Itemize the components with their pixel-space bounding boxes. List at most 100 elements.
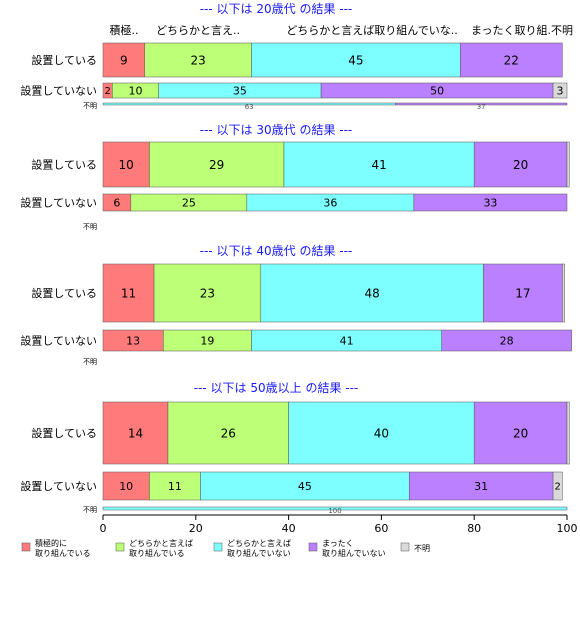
bar-value-label: 14 xyxy=(128,426,143,440)
bar-segment xyxy=(552,82,568,99)
bar-segment xyxy=(167,401,289,465)
legend-label-0: 積極的に xyxy=(35,538,67,548)
panel-title-2: --- 以下は 40歳代 の結果 --- xyxy=(200,244,353,258)
bar-value-label: 45 xyxy=(348,53,363,67)
panel-title-1: --- 以下は 30歳代 の結果 --- xyxy=(200,123,353,137)
bar-value-label: 100 xyxy=(328,507,341,515)
bar-value-label: 11 xyxy=(121,286,136,300)
bar-value-label: 10 xyxy=(119,158,134,172)
bar-value-label: 2 xyxy=(555,482,561,493)
bar-value-label: 3 xyxy=(557,84,564,97)
bar-segment xyxy=(102,263,155,323)
row-label: 不明 xyxy=(83,506,97,514)
bar-value-label: 23 xyxy=(190,53,205,67)
row-label: 設置している xyxy=(31,426,97,440)
row-label: 設置している xyxy=(31,286,97,300)
row-label: 設置していない xyxy=(20,479,97,493)
row-label: 不明 xyxy=(83,223,97,231)
bar-segment xyxy=(552,471,563,501)
bar-segment xyxy=(102,471,150,501)
bar-value-label: 23 xyxy=(200,286,215,300)
bar-segment xyxy=(473,401,568,465)
bar-value-label: 10 xyxy=(128,84,142,97)
bar-value-label: 50 xyxy=(430,84,444,97)
bar-value-label: 11 xyxy=(168,480,182,493)
column-header-3: まったく取り組.不明 xyxy=(471,24,573,37)
legend-swatch-2 xyxy=(213,542,223,552)
bar-segment xyxy=(283,141,475,188)
bar-value-label: 35 xyxy=(233,84,247,97)
bar-segment xyxy=(473,141,568,188)
bar-segment xyxy=(566,141,570,188)
legend-swatch-3 xyxy=(308,542,318,552)
bar-value-label: 19 xyxy=(200,334,214,347)
row-label: 設置している xyxy=(31,158,97,172)
bar-segment xyxy=(566,401,570,465)
legend-label-1: どちらかと言えば xyxy=(129,538,193,548)
bar-value-label: 13 xyxy=(126,334,140,347)
row-label: 設置していない xyxy=(20,84,97,98)
bar-value-label: 48 xyxy=(364,286,379,300)
legend-label-2: どちらかと言えば xyxy=(227,538,291,548)
legend-label-4: 不明 xyxy=(414,544,430,553)
bar-segment xyxy=(441,329,572,352)
bar-segment xyxy=(149,471,201,501)
panel-title-0: --- 以下は 20歳代 の結果 --- xyxy=(200,2,353,16)
bar-segment xyxy=(144,42,252,78)
row-label: 設置していない xyxy=(20,196,97,210)
column-header-1: どちらかと言え.. xyxy=(156,24,240,37)
bar-value-label: 2 xyxy=(104,86,110,97)
bar-segment xyxy=(251,42,461,78)
row-label: 不明 xyxy=(83,102,97,110)
legend-label-2: 取り組んでいない xyxy=(227,548,291,558)
bar-segment xyxy=(260,263,484,323)
bar-segment xyxy=(102,506,568,511)
bar-value-label: 41 xyxy=(340,334,354,347)
row-label: 設置していない xyxy=(20,334,97,348)
legend-label-3: 取り組んでいない xyxy=(322,548,386,558)
legend-label-1: 取り組んでいる xyxy=(129,548,185,558)
bar-segment xyxy=(102,42,146,78)
bar-segment xyxy=(200,471,410,501)
legend-label-3: まったく xyxy=(322,539,354,548)
row-label: 設置している xyxy=(31,53,97,67)
panel-title-3: --- 以下は 50歳以上 の結果 --- xyxy=(194,381,359,395)
bar-value-label: 45 xyxy=(298,480,312,493)
bar-value-label: 10 xyxy=(119,480,133,493)
bar-value-label: 33 xyxy=(483,196,497,209)
column-header-2: どちらかと言えば取り組んでいな.. xyxy=(286,24,457,37)
bar-value-label: 20 xyxy=(513,158,528,172)
bar-segment xyxy=(460,42,563,78)
bar-value-label: 17 xyxy=(515,286,530,300)
bar-value-label: 37 xyxy=(477,103,486,111)
bar-value-label: 40 xyxy=(374,426,389,440)
bar-segment xyxy=(153,263,262,323)
bar-value-label: 9 xyxy=(120,53,128,67)
bar-value-label: 28 xyxy=(500,334,514,347)
bar-value-label: 31 xyxy=(474,480,488,493)
x-tick-label: 40 xyxy=(282,522,296,535)
bar-value-label: 29 xyxy=(209,158,224,172)
bar-value-label: 6 xyxy=(113,196,120,209)
bar-segment xyxy=(288,401,475,465)
bar-value-label: 63 xyxy=(245,103,254,111)
bar-value-label: 36 xyxy=(323,196,337,209)
bar-segment xyxy=(413,193,568,212)
column-header-0: 積極.. xyxy=(110,23,139,37)
bar-segment xyxy=(483,263,563,323)
legend-swatch-0 xyxy=(21,542,31,552)
legend-swatch-4 xyxy=(400,542,410,552)
bar-value-label: 20 xyxy=(513,426,528,440)
bar-segment xyxy=(102,401,169,465)
legend-label-0: 取り組んでいる xyxy=(35,548,91,558)
x-tick-label: 80 xyxy=(467,522,481,535)
bar-segment xyxy=(149,141,285,188)
x-tick-label: 60 xyxy=(374,522,388,535)
bar-value-label: 25 xyxy=(182,196,196,209)
bar-value-label: 22 xyxy=(504,53,519,67)
bar-value-label: 26 xyxy=(221,426,236,440)
legend-swatch-1 xyxy=(115,542,125,552)
bar-value-label: 41 xyxy=(371,158,386,172)
